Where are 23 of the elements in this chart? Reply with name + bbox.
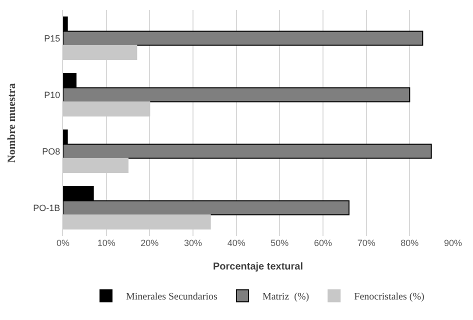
y-tick-label: P15 bbox=[44, 33, 60, 44]
y-axis-title: Nombre muestra bbox=[6, 82, 18, 163]
x-tick-label: 90% bbox=[444, 238, 462, 248]
x-axis-title: Porcentaje textural bbox=[212, 262, 304, 272]
x-tick-label: 20% bbox=[140, 238, 159, 248]
bar bbox=[63, 101, 150, 116]
x-tick-label: 70% bbox=[357, 238, 376, 248]
x-tick-label: 10% bbox=[97, 238, 116, 248]
x-tick-label: 50% bbox=[270, 238, 289, 248]
x-tick-label: 40% bbox=[227, 238, 246, 248]
bar bbox=[63, 44, 138, 60]
y-tick-label: P10 bbox=[44, 90, 60, 100]
x-tick-label: 30% bbox=[184, 238, 202, 248]
legend-label: Minerales Secundarios bbox=[126, 292, 218, 303]
x-tick-label: 0% bbox=[56, 238, 70, 248]
x-tick-label: 80% bbox=[400, 238, 419, 248]
y-tick-label: PO8 bbox=[42, 146, 60, 156]
legend-label: Matriz (%) bbox=[262, 292, 310, 303]
bar bbox=[63, 158, 128, 173]
x-tick-label: 60% bbox=[314, 238, 332, 248]
legend-label: Fenocristales (%) bbox=[354, 292, 424, 303]
y-tick-label: PO-1B bbox=[33, 202, 60, 213]
bar bbox=[63, 214, 211, 230]
